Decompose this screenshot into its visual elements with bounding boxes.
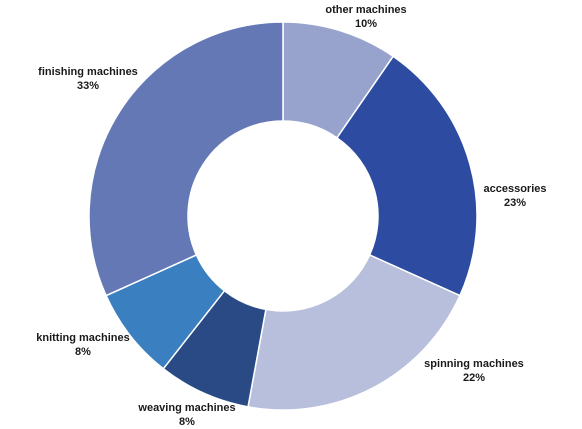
slice-value-knitting-machines: 8% xyxy=(75,346,91,358)
slice-label-other-machines: other machines xyxy=(325,4,406,16)
slice-accessories xyxy=(335,55,478,297)
slice-spinning-machines xyxy=(247,253,461,411)
slice-label-knitting-machines: knitting machines xyxy=(36,332,130,344)
slice-label-accessories: accessories xyxy=(484,183,547,195)
slice-label-spinning-machines: spinning machines xyxy=(424,358,524,370)
slice-value-finishing-machines: 33% xyxy=(77,80,99,92)
donut-labels: other machines 10% accessories 23% spinning … xyxy=(36,4,546,428)
slice-finishing-machines xyxy=(88,21,284,297)
slice-label-weaving-machines: weaving machines xyxy=(137,402,235,414)
slice-value-weaving-machines: 8% xyxy=(179,416,195,428)
donut-slices xyxy=(88,21,478,411)
slice-label-finishing-machines: finishing machines xyxy=(38,66,138,78)
slice-value-accessories: 23% xyxy=(504,197,526,209)
slice-value-spinning-machines: 22% xyxy=(463,372,485,384)
slice-value-other-machines: 10% xyxy=(355,18,377,30)
